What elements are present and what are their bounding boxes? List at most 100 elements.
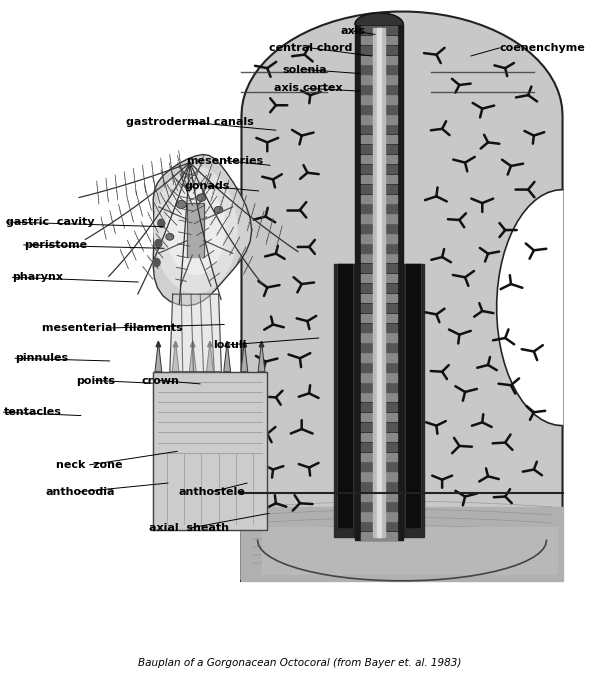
- Text: Bauplan of a Gorgonacean Octocoral (from Bayer et. al. 1983): Bauplan of a Gorgonacean Octocoral (from…: [139, 658, 461, 668]
- Polygon shape: [361, 422, 397, 431]
- Polygon shape: [361, 224, 397, 233]
- Polygon shape: [206, 341, 214, 372]
- Polygon shape: [361, 155, 397, 163]
- Text: axial  sheath: axial sheath: [149, 523, 229, 533]
- Polygon shape: [241, 506, 563, 581]
- Polygon shape: [361, 115, 397, 124]
- Polygon shape: [497, 189, 563, 426]
- Polygon shape: [361, 105, 397, 114]
- Polygon shape: [373, 28, 385, 537]
- Polygon shape: [153, 155, 251, 306]
- Polygon shape: [355, 24, 403, 540]
- Polygon shape: [361, 125, 397, 133]
- Text: mesenterial  filaments: mesenterial filaments: [42, 323, 183, 333]
- Polygon shape: [355, 13, 403, 24]
- Text: crown: crown: [141, 375, 179, 385]
- Text: loculi: loculi: [214, 340, 247, 349]
- Circle shape: [155, 239, 162, 247]
- Polygon shape: [224, 341, 230, 372]
- Text: tentacles: tentacles: [4, 407, 61, 417]
- Polygon shape: [361, 373, 397, 381]
- Polygon shape: [242, 341, 247, 347]
- Polygon shape: [361, 145, 397, 153]
- Polygon shape: [361, 324, 397, 332]
- Polygon shape: [166, 186, 225, 274]
- Polygon shape: [170, 294, 221, 372]
- Polygon shape: [361, 512, 397, 521]
- Circle shape: [153, 258, 160, 266]
- Polygon shape: [361, 462, 397, 471]
- Polygon shape: [361, 473, 397, 481]
- Polygon shape: [361, 502, 397, 510]
- Polygon shape: [190, 341, 195, 347]
- Polygon shape: [361, 135, 397, 143]
- Polygon shape: [361, 492, 397, 501]
- Text: central chord: central chord: [269, 43, 352, 53]
- Polygon shape: [361, 244, 397, 253]
- Polygon shape: [259, 341, 264, 347]
- Polygon shape: [361, 264, 397, 272]
- Polygon shape: [361, 343, 397, 352]
- Ellipse shape: [166, 233, 174, 240]
- Polygon shape: [173, 341, 178, 347]
- Polygon shape: [361, 95, 397, 103]
- Polygon shape: [244, 385, 267, 516]
- Polygon shape: [361, 383, 397, 391]
- Polygon shape: [361, 482, 397, 491]
- Polygon shape: [361, 36, 397, 44]
- Text: anthostele: anthostele: [178, 487, 245, 497]
- Ellipse shape: [176, 200, 187, 208]
- Polygon shape: [361, 66, 397, 74]
- Polygon shape: [361, 185, 397, 193]
- Polygon shape: [334, 264, 424, 537]
- Polygon shape: [208, 341, 212, 347]
- Polygon shape: [337, 264, 353, 527]
- Polygon shape: [156, 341, 161, 347]
- Polygon shape: [361, 294, 397, 302]
- Text: pharynx: pharynx: [12, 272, 63, 283]
- Polygon shape: [361, 195, 397, 203]
- Polygon shape: [172, 341, 179, 372]
- Polygon shape: [361, 314, 397, 322]
- Text: coenenchyme: coenenchyme: [499, 43, 585, 53]
- Text: gonads: gonads: [184, 181, 230, 191]
- Polygon shape: [361, 443, 397, 451]
- Ellipse shape: [214, 206, 223, 213]
- Polygon shape: [361, 452, 397, 461]
- Ellipse shape: [197, 194, 206, 201]
- Polygon shape: [361, 214, 397, 223]
- Polygon shape: [405, 264, 421, 527]
- Polygon shape: [361, 403, 397, 412]
- Polygon shape: [361, 393, 397, 402]
- Polygon shape: [225, 341, 229, 347]
- Polygon shape: [361, 354, 397, 362]
- Polygon shape: [361, 532, 397, 540]
- Text: peristome: peristome: [23, 240, 87, 250]
- Polygon shape: [361, 284, 397, 292]
- Polygon shape: [190, 341, 196, 372]
- Text: axis: axis: [341, 26, 366, 36]
- Text: gastrodermal canals: gastrodermal canals: [126, 117, 254, 127]
- Text: points: points: [76, 375, 115, 385]
- Polygon shape: [361, 333, 397, 342]
- Polygon shape: [361, 522, 397, 531]
- Polygon shape: [361, 433, 397, 441]
- Polygon shape: [361, 274, 397, 283]
- Text: pinnules: pinnules: [15, 354, 68, 363]
- Text: mesenteries: mesenteries: [186, 155, 263, 166]
- Polygon shape: [361, 204, 397, 213]
- Polygon shape: [361, 304, 397, 312]
- Polygon shape: [155, 341, 162, 372]
- Polygon shape: [361, 46, 397, 54]
- Polygon shape: [361, 174, 397, 183]
- Polygon shape: [241, 11, 563, 581]
- Polygon shape: [187, 203, 204, 257]
- Polygon shape: [355, 264, 403, 537]
- Polygon shape: [152, 372, 267, 530]
- Polygon shape: [361, 85, 397, 94]
- Text: neck  zone: neck zone: [56, 460, 123, 470]
- Text: anthocodia: anthocodia: [45, 487, 115, 497]
- Polygon shape: [377, 28, 382, 537]
- Polygon shape: [361, 165, 397, 173]
- Polygon shape: [258, 341, 265, 372]
